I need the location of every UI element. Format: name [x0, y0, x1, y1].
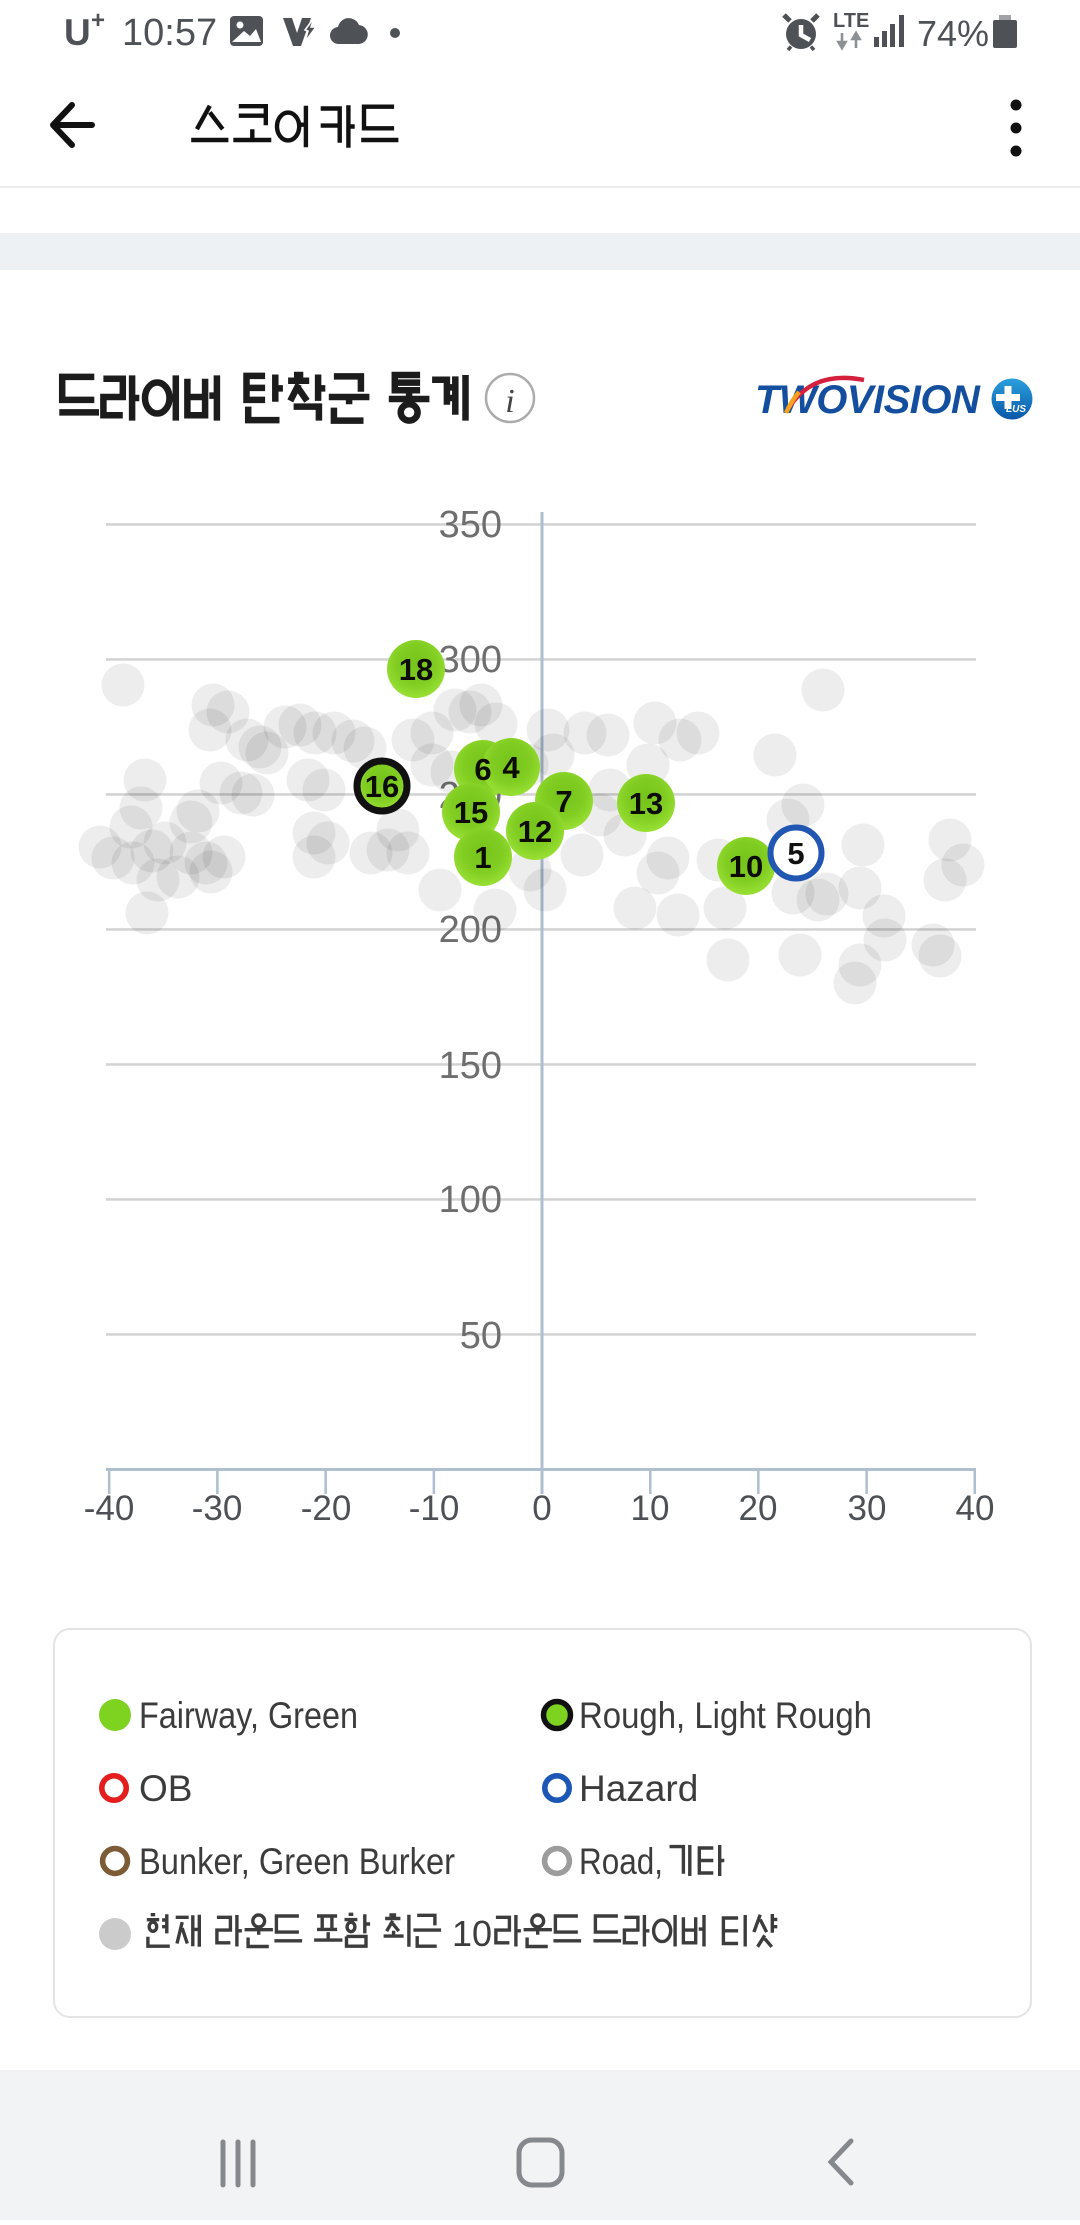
svg-text:-10: -10 [409, 1489, 460, 1528]
svg-text:-30: -30 [192, 1489, 243, 1528]
svg-text:40: 40 [956, 1489, 995, 1528]
svg-text:350: 350 [439, 504, 502, 546]
svg-text:4: 4 [502, 750, 520, 785]
svg-text:50: 50 [460, 1315, 502, 1357]
svg-text:-40: -40 [84, 1489, 135, 1528]
svg-text:5: 5 [787, 836, 804, 871]
svg-text:Rough, Light Rough: Rough, Light Rough [579, 1695, 872, 1736]
svg-text:200: 200 [439, 909, 502, 951]
svg-text:Fairway, Green: Fairway, Green [139, 1695, 358, 1736]
svg-text:6: 6 [474, 752, 491, 787]
svg-text:16: 16 [365, 769, 399, 804]
svg-text:1: 1 [474, 840, 491, 875]
svg-text:300: 300 [439, 639, 502, 681]
svg-text:LUS: LUS [1006, 404, 1026, 415]
svg-text:12: 12 [518, 814, 552, 849]
svg-text:150: 150 [439, 1045, 502, 1087]
svg-text:Hazard: Hazard [579, 1768, 698, 1809]
svg-text:10: 10 [452, 1913, 492, 1954]
svg-text:13: 13 [629, 786, 663, 821]
svg-text:LTE: LTE [833, 10, 869, 32]
svg-text:OB: OB [139, 1768, 192, 1809]
svg-text:10: 10 [729, 849, 763, 884]
svg-text:TWOVISION: TWOVISION [755, 378, 981, 422]
svg-text:i: i [505, 383, 514, 420]
svg-text:15: 15 [454, 795, 488, 830]
svg-text:7: 7 [555, 784, 572, 819]
svg-text:100: 100 [439, 1179, 502, 1221]
svg-text:74%: 74% [917, 13, 989, 54]
svg-text:20: 20 [739, 1489, 778, 1528]
svg-text:10:57: 10:57 [122, 12, 217, 54]
svg-text:30: 30 [848, 1489, 887, 1528]
svg-text:Road,: Road, [579, 1841, 663, 1882]
svg-text:0: 0 [532, 1489, 551, 1528]
svg-text:Bunker, Green Burker: Bunker, Green Burker [139, 1841, 455, 1882]
svg-text:-20: -20 [301, 1489, 352, 1528]
svg-text:+: + [91, 7, 105, 34]
svg-text:U: U [64, 12, 91, 53]
svg-text:18: 18 [399, 652, 433, 687]
svg-text:10: 10 [631, 1489, 670, 1528]
